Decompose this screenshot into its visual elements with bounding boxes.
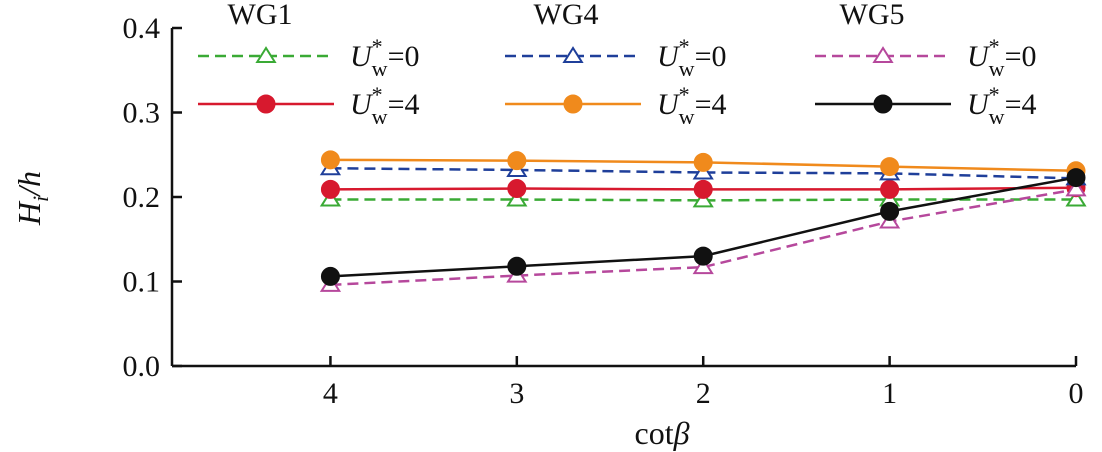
x-tick-label: 1 <box>882 377 897 410</box>
legend-label: U* w=0 <box>657 34 726 81</box>
legend-item: U* w=4 <box>198 82 419 129</box>
legend-swatch-marker <box>255 46 277 63</box>
data-point-marker <box>693 179 713 199</box>
legend-swatch-marker <box>563 94 583 114</box>
data-point-marker <box>880 201 900 221</box>
series-layer <box>319 150 1087 292</box>
data-point-marker <box>506 189 528 207</box>
y-title-sub: i <box>28 196 53 202</box>
legend-group-label: WG4 <box>534 0 599 31</box>
y-tick-label: 0.4 <box>123 12 161 45</box>
data-point-marker <box>1066 168 1086 188</box>
y-title-rest: /h <box>11 171 47 198</box>
x-axis-title: cotβ <box>634 415 689 451</box>
y-tick-label: 0.2 <box>123 181 161 214</box>
legend-item: U* w=4 <box>815 82 1036 129</box>
series-line <box>330 167 1077 180</box>
plot-frame <box>170 28 1076 368</box>
legend-item: U* w=4 <box>505 82 726 129</box>
data-point-marker <box>880 179 900 199</box>
x-tick-label: 2 <box>696 377 711 410</box>
legend-item: U* w=0 <box>505 34 726 81</box>
data-point-marker <box>1065 189 1087 207</box>
legend-group-label: WG1 <box>228 0 293 31</box>
legend-swatch-marker <box>873 94 893 114</box>
data-point-marker <box>507 179 527 199</box>
data-point-marker <box>320 266 340 286</box>
legend-label: U* w=4 <box>967 82 1036 129</box>
x-tick-label: 0 <box>1069 377 1084 410</box>
data-point-marker <box>320 179 340 199</box>
legend-item: U* w=0 <box>198 34 419 81</box>
x-axis-ticks: 4 3 2 1 0 <box>323 356 1084 410</box>
data-point-marker <box>507 151 527 171</box>
y-tick-label: 0.1 <box>123 266 161 299</box>
y-axis-ticks: 0.0 0.1 0.2 0.3 0.4 <box>123 12 182 383</box>
legend-label: U* w=0 <box>967 34 1036 81</box>
data-point-marker <box>692 257 714 275</box>
legend-swatch-marker <box>562 46 584 63</box>
y-title-main: H <box>11 200 47 226</box>
legend-group-label: WG5 <box>840 0 905 31</box>
data-point-marker <box>320 150 340 170</box>
legend-swatch-marker <box>872 46 894 63</box>
legend-label: U* w=4 <box>350 82 419 129</box>
x-tick-label: 4 <box>323 377 338 410</box>
series-wg4-3 <box>320 150 1086 181</box>
y-tick-label: 0.3 <box>123 97 161 130</box>
legend-swatch-marker <box>256 94 276 114</box>
x-title-symbol: β <box>673 415 690 451</box>
y-axis-title: Hi/h <box>11 171 53 226</box>
legend-label: U* w=0 <box>350 34 419 81</box>
data-point-marker <box>880 157 900 177</box>
series-line <box>330 188 1077 287</box>
x-tick-label: 3 <box>509 377 524 410</box>
data-point-marker <box>693 246 713 266</box>
data-point-marker <box>693 152 713 172</box>
data-point-marker <box>507 256 527 276</box>
data-point-marker <box>1065 179 1087 197</box>
legend-item: U* w=0 <box>815 34 1036 81</box>
x-title-main: cot <box>634 415 673 451</box>
y-tick-label: 0.0 <box>123 350 161 383</box>
data-point-marker <box>692 190 714 208</box>
series-wg5-5 <box>320 168 1086 286</box>
legend-label: U* w=4 <box>657 82 726 129</box>
